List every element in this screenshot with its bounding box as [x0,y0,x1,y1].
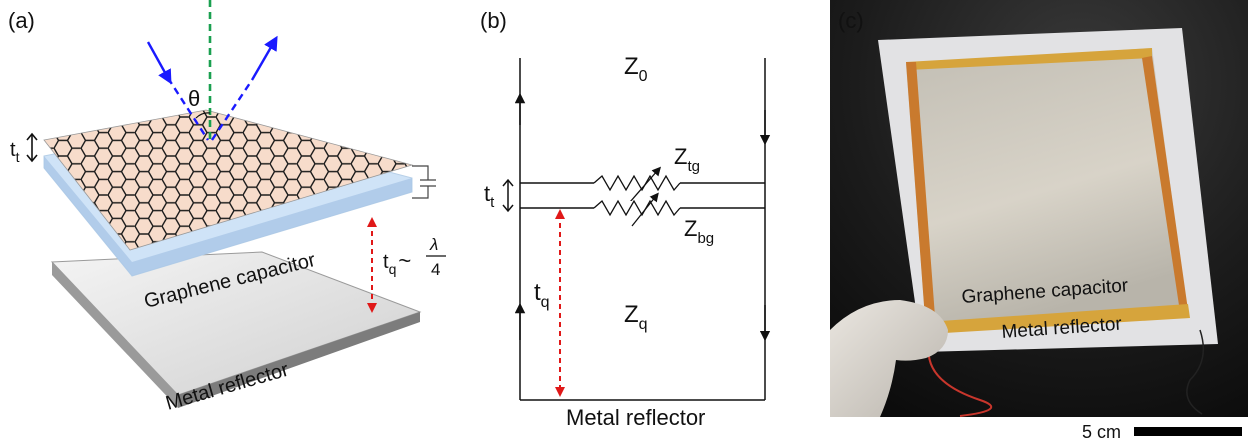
z0-label: Z0 [624,53,648,85]
photo-gloved-hand [830,300,948,417]
photo-copper-electrodes [906,48,1190,334]
four-label: 4 [431,260,440,279]
tt-label-b: tt [484,181,495,211]
tq-label: tq~ [383,248,411,277]
panel-c-tag: (c) [838,8,864,33]
panel-c-photo: Graphene capacitor Metal reflector (c) 5… [830,0,1248,444]
panel-a-schematic: (a) θ tt tq~ λ 4 Graphene capacitor Meta… [0,0,470,444]
scale-bar [1134,427,1242,436]
tt-thickness-arrow [26,132,38,163]
capacitor-symbol [412,165,436,199]
variable-resistor-top [593,166,681,203]
zq-label: Zq [624,301,648,333]
panel-b-tag: (b) [480,8,507,33]
panel-b-svg: (b) Z0 Ztg Zbg Zq tt tq Metal reflector [480,8,771,430]
panel-c-svg: Graphene capacitor Metal reflector (c) 5… [830,0,1248,442]
reflected-beam [250,35,278,81]
incident-beam-dashed [166,77,210,141]
top-graphene-layer [43,109,414,251]
zbg-label: Zbg [684,216,714,247]
theta-label: θ [188,86,200,111]
photo-graphene-panel [906,48,1188,330]
tt-arrow-b [502,178,514,213]
tq-label-b: tq [534,279,550,311]
reflected-beam-dashed [211,79,253,141]
variable-resistor-bottom [593,192,681,227]
panel-a-svg: (a) θ tt tq~ λ 4 Graphene capacitor Meta… [8,0,446,415]
photo-wire-right [1186,329,1205,415]
tt-label: tt [10,139,20,165]
metal-reflector-slab [50,251,422,408]
panel-b-circuit: (b) Z0 Ztg Zbg Zq tt tq Metal reflector [470,0,830,444]
scale-bar-label: 5 cm [1082,422,1121,442]
photo-wire-left [927,339,993,417]
metal-reflector-label-b: Metal reflector [566,405,705,430]
transmission-line-frame [519,58,766,401]
ztg-label: Ztg [674,144,700,175]
incidence-angle-arc [195,112,211,119]
incident-beam [146,41,172,85]
lambda-label: λ [429,235,438,254]
panel-a-tag: (a) [8,8,35,33]
